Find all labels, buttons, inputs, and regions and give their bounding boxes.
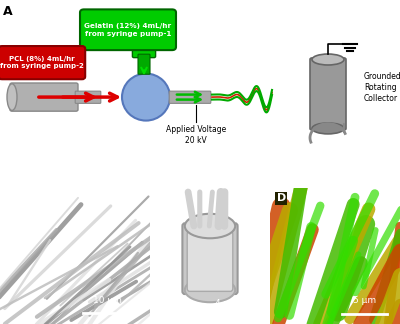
Text: C: C	[156, 193, 164, 203]
Ellipse shape	[312, 54, 344, 65]
Text: Gelatin (12%) 4mL/hr
from syringe pump-1: Gelatin (12%) 4mL/hr from syringe pump-1	[84, 23, 172, 37]
FancyBboxPatch shape	[187, 231, 233, 291]
Text: PCL (8%) 4mL/hr
from syringe pump-2: PCL (8%) 4mL/hr from syringe pump-2	[0, 56, 84, 69]
Text: Applied Voltage
20 kV: Applied Voltage 20 kV	[166, 125, 226, 145]
Text: D: D	[276, 193, 286, 203]
Text: B: B	[6, 193, 14, 203]
Ellipse shape	[185, 214, 235, 238]
FancyBboxPatch shape	[182, 223, 238, 294]
Ellipse shape	[185, 278, 235, 302]
Text: 4 μm: 4 μm	[215, 299, 238, 308]
Ellipse shape	[122, 74, 170, 121]
FancyBboxPatch shape	[0, 46, 85, 79]
Text: A: A	[3, 5, 13, 18]
FancyBboxPatch shape	[80, 9, 176, 50]
FancyBboxPatch shape	[169, 91, 211, 103]
FancyBboxPatch shape	[132, 17, 156, 58]
FancyBboxPatch shape	[10, 83, 78, 111]
Text: 5 μm: 5 μm	[353, 296, 376, 305]
FancyBboxPatch shape	[75, 91, 101, 103]
FancyBboxPatch shape	[310, 58, 346, 130]
Text: 10 μm: 10 μm	[93, 296, 122, 305]
Text: Grounded
Rotating
Collector: Grounded Rotating Collector	[364, 72, 400, 103]
Ellipse shape	[7, 84, 17, 110]
Ellipse shape	[312, 123, 344, 134]
FancyBboxPatch shape	[138, 54, 150, 74]
